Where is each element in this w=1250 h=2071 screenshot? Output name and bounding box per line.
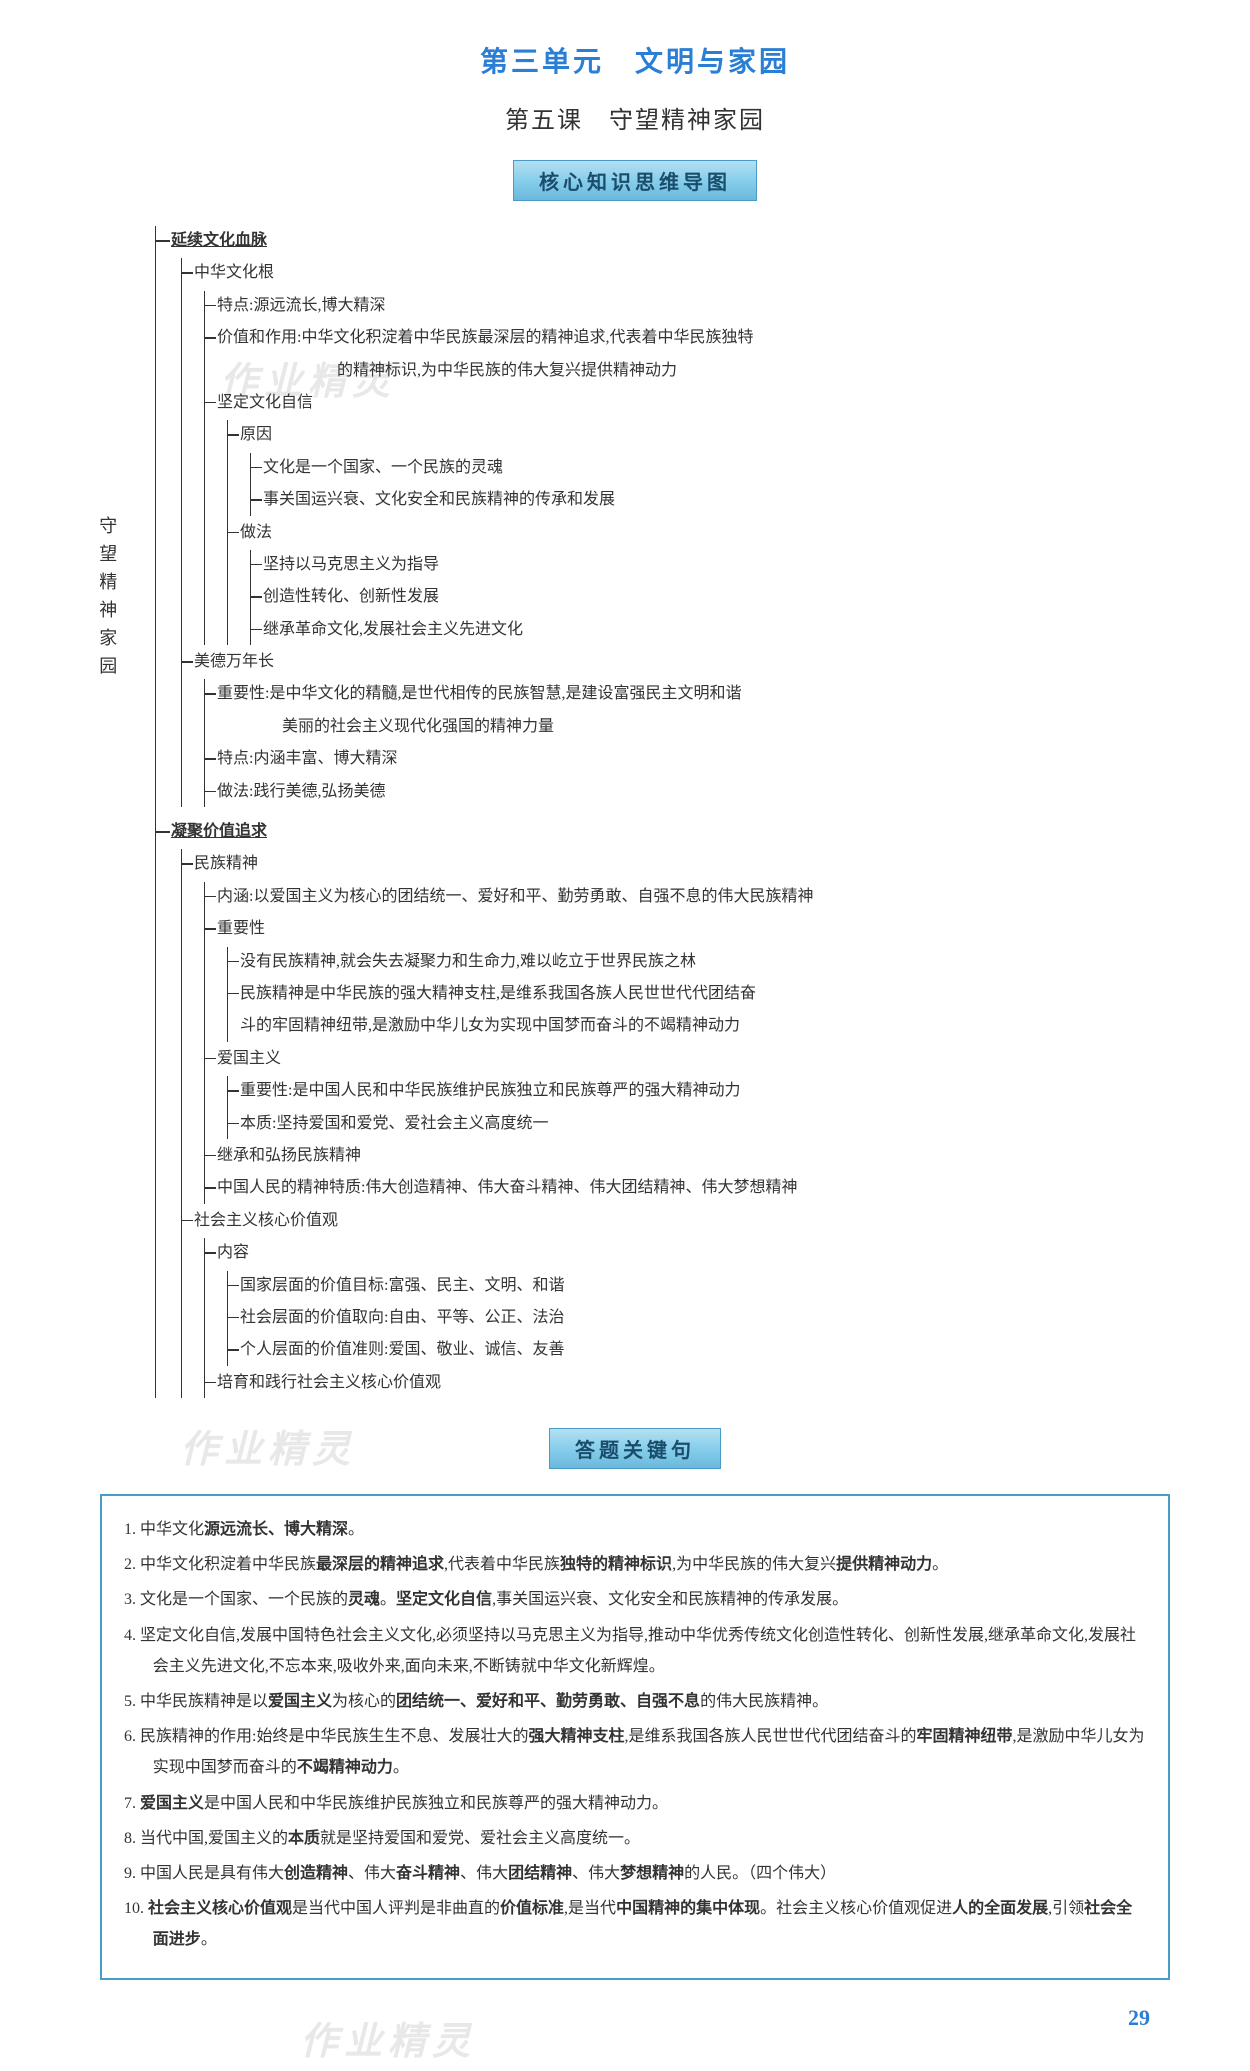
key-item: 5. 中华民族精神是以爱国主义为核心的团结统一、爱好和平、勤劳勇敢、自强不息的伟… [124, 1686, 1146, 1717]
leaf: 内涵:以爱国主义为核心的团结统一、爱好和平、勤劳勇敢、自强不息的伟大民族精神 [217, 882, 1170, 912]
leaf: 继承革命文化,发展社会主义先进文化 [263, 615, 1170, 645]
label: 做法 [240, 524, 272, 541]
watermark: 作业精灵 [180, 1418, 356, 1473]
page-number: 29 [100, 2005, 1170, 2031]
leaf: 继承和弘扬民族精神 [217, 1141, 1170, 1171]
sub-title: 美德万年长 [194, 653, 274, 670]
label: 原因 [240, 426, 272, 443]
label: 重要性 [217, 920, 265, 937]
node: 中华文化根 特点:源远流长,博大精深 价值和作用:中华文化积淀着中华民族最深层的… [194, 258, 1170, 645]
mindmap-root: 守望精神家园 [90, 516, 124, 684]
leaf: 社会层面的价值取向:自由、平等、公正、法治 [240, 1303, 1170, 1333]
key-item: 6. 民族精神的作用:始终是中华民族生生不息、发展壮大的强大精神支柱,是维系我国… [124, 1721, 1146, 1783]
leaf: 创造性转化、创新性发展 [263, 582, 1170, 612]
leaf: 价值和作用:中华文化积淀着中华民族最深层的精神追求,代表着中华民族独特 [217, 323, 1170, 353]
label: 坚定文化自信 [217, 394, 313, 411]
leaf-cont: 美丽的社会主义现代化强国的精神力量 [217, 712, 1170, 742]
node: 坚定文化自信 原因 文化是一个国家、一个民族的灵魂 事关国运兴衰、文化安全和民族… [217, 388, 1170, 645]
sub-title: 民族精神 [194, 855, 258, 872]
node: 做法 坚持以马克思主义为指导 创造性转化、创新性发展 继承革命文化,发展社会主义… [240, 518, 1170, 646]
leaf: 民族精神是中华民族的强大精神支柱,是维系我国各族人民世世代代团结奋 [240, 979, 1170, 1009]
leaf: 个人层面的价值准则:爱国、敬业、诚信、友善 [240, 1335, 1170, 1365]
branch-2: 凝聚价值追求 民族精神 内涵:以爱国主义为核心的团结统一、爱好和平、勤劳勇敢、自… [156, 817, 1170, 1398]
node: 社会主义核心价值观 内容 国家层面的价值目标:富强、民主、文明、和谐 社会层面的… [194, 1206, 1170, 1398]
label: 爱国主义 [217, 1050, 281, 1067]
key-item: 9. 中国人民是具有伟大创造精神、伟大奋斗精神、伟大团结精神、伟大梦想精神的人民… [124, 1858, 1146, 1889]
leaf: 做法:践行美德,弘扬美德 [217, 777, 1170, 807]
leaf: 国家层面的价值目标:富强、民主、文明、和谐 [240, 1271, 1170, 1301]
node: 民族精神 内涵:以爱国主义为核心的团结统一、爱好和平、勤劳勇敢、自强不息的伟大民… [194, 849, 1170, 1203]
node: 重要性 没有民族精神,就会失去凝聚力和生命力,难以屹立于世界民族之林 民族精神是… [217, 914, 1170, 1042]
leaf-cont: 斗的牢固精神纽带,是激励中华儿女为实现中国梦而奋斗的不竭精神动力 [240, 1011, 1170, 1041]
key-item: 2. 中华文化积淀着中华民族最深层的精神追求,代表着中华民族独特的精神标识,为中… [124, 1549, 1146, 1580]
mindmap: 守望精神家园 作业精灵 延续文化血脉 中华文化根 特点:源远流长,博大精深 价值… [100, 226, 1170, 1398]
leaf: 事关国运兴衰、文化安全和民族精神的传承和发展 [263, 485, 1170, 515]
key-item: 1. 中华文化源远流长、博大精深。 [124, 1514, 1146, 1545]
node: 美德万年长 重要性:是中华文化的精髓,是世代相传的民族智慧,是建设富强民主文明和… [194, 647, 1170, 807]
mindmap-body: 延续文化血脉 中华文化根 特点:源远流长,博大精深 价值和作用:中华文化积淀着中… [155, 226, 1170, 1398]
key-item: 4. 坚定文化自信,发展中国特色社会主义文化,必须坚持以马克思主义为指导,推动中… [124, 1620, 1146, 1682]
node: 爱国主义 重要性:是中国人民和中华民族维护民族独立和民族尊严的强大精神动力 本质… [217, 1044, 1170, 1139]
leaf: 特点:源远流长,博大精深 [217, 291, 1170, 321]
key-banner-text: 答题关键句 [549, 1428, 721, 1469]
sub-title: 社会主义核心价值观 [194, 1212, 338, 1229]
leaf: 培育和践行社会主义核心价值观 [217, 1368, 1170, 1398]
sub-title: 中华文化根 [194, 264, 274, 281]
branch-1: 延续文化血脉 中华文化根 特点:源远流长,博大精深 价值和作用:中华文化积淀着中… [156, 226, 1170, 807]
lesson-title: 第五课 守望精神家园 [100, 100, 1170, 135]
leaf: 重要性:是中国人民和中华民族维护民族独立和民族尊严的强大精神动力 [240, 1076, 1170, 1106]
unit-title: 第三单元 文明与家园 [100, 40, 1170, 80]
leaf: 没有民族精神,就会失去凝聚力和生命力,难以屹立于世界民族之林 [240, 947, 1170, 977]
key-banner: 作业精灵 答题关键句 [100, 1428, 1170, 1469]
leaf: 特点:内涵丰富、博大精深 [217, 744, 1170, 774]
node: 原因 文化是一个国家、一个民族的灵魂 事关国运兴衰、文化安全和民族精神的传承和发… [240, 420, 1170, 515]
leaf: 坚持以马克思主义为指导 [263, 550, 1170, 580]
key-item: 10. 社会主义核心价值观是当代中国人评判是非曲直的价值标准,是当代中国精神的集… [124, 1893, 1146, 1955]
leaf: 中国人民的精神特质:伟大创造精神、伟大奋斗精神、伟大团结精神、伟大梦想精神 [217, 1173, 1170, 1203]
key-item: 3. 文化是一个国家、一个民族的灵魂。坚定文化自信,事关国运兴衰、文化安全和民族… [124, 1584, 1146, 1615]
leaf: 重要性:是中华文化的精髓,是世代相传的民族智慧,是建设富强民主文明和谐 [217, 679, 1170, 709]
mindmap-banner-text: 核心知识思维导图 [513, 160, 757, 201]
branch-1-title: 延续文化血脉 [171, 226, 267, 256]
mindmap-banner: 核心知识思维导图 [100, 160, 1170, 201]
key-item: 8. 当代中国,爱国主义的本质就是坚持爱国和爱党、爱社会主义高度统一。 [124, 1823, 1146, 1854]
label: 内容 [217, 1244, 249, 1261]
node: 内容 国家层面的价值目标:富强、民主、文明、和谐 社会层面的价值取向:自由、平等… [217, 1238, 1170, 1366]
leaf: 本质:坚持爱国和爱党、爱社会主义高度统一 [240, 1109, 1170, 1139]
branch-2-title: 凝聚价值追求 [171, 817, 267, 847]
key-points-box: 1. 中华文化源远流长、博大精深。 2. 中华文化积淀着中华民族最深层的精神追求… [100, 1494, 1170, 1979]
leaf-cont: 的精神标识,为中华民族的伟大复兴提供精神动力 [217, 356, 1170, 386]
leaf: 文化是一个国家、一个民族的灵魂 [263, 453, 1170, 483]
key-item: 7. 爱国主义是中国人民和中华民族维护民族独立和民族尊严的强大精神动力。 [124, 1788, 1146, 1819]
